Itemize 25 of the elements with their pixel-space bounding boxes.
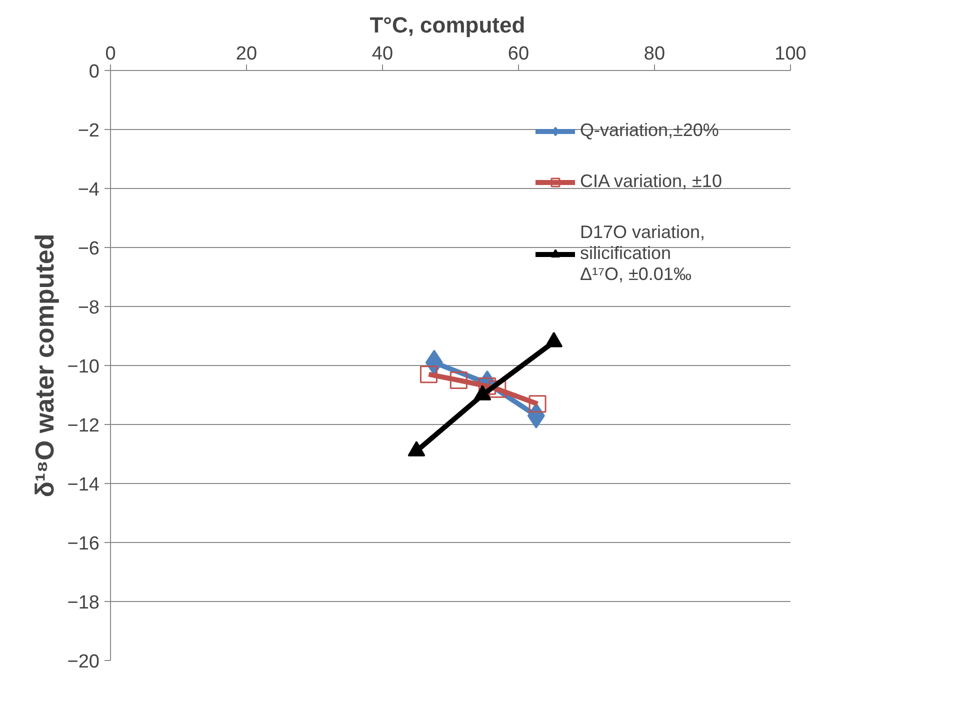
y-tick-label: −20 <box>67 652 100 672</box>
y-tick-label: −16 <box>67 534 100 554</box>
point <box>420 366 438 384</box>
x-tick-label: 20 <box>236 44 258 64</box>
y-tick-label: −12 <box>67 416 100 436</box>
point <box>528 395 546 413</box>
y-tick-label: −10 <box>67 356 100 378</box>
legend-label: D17O variation, silicification Δ¹⁷O, ±0.01‰ <box>580 222 706 285</box>
x-tick-label: 100 <box>774 44 806 64</box>
point <box>450 372 468 389</box>
x-tick-label: 80 <box>644 44 666 64</box>
x-tick-label: 0 <box>105 44 116 64</box>
y-tick-label: −2 <box>78 120 100 142</box>
y-tick-label: −6 <box>78 238 100 260</box>
x-tick-label: 40 <box>372 44 394 64</box>
x-tick-label: 60 <box>508 44 530 64</box>
y-tick-label: 0 <box>88 62 100 82</box>
x-axis-title: T°C, computed <box>370 12 526 38</box>
point <box>478 377 496 395</box>
y-tick-label: −18 <box>67 592 100 614</box>
y-tick-label: −4 <box>78 180 100 200</box>
legend-label: CIA variation, ±10 <box>580 171 722 192</box>
y-tick-label: −8 <box>78 298 100 318</box>
y-tick-label: −14 <box>67 474 100 496</box>
y-axis-title: δ¹⁸O water computed <box>29 234 60 498</box>
